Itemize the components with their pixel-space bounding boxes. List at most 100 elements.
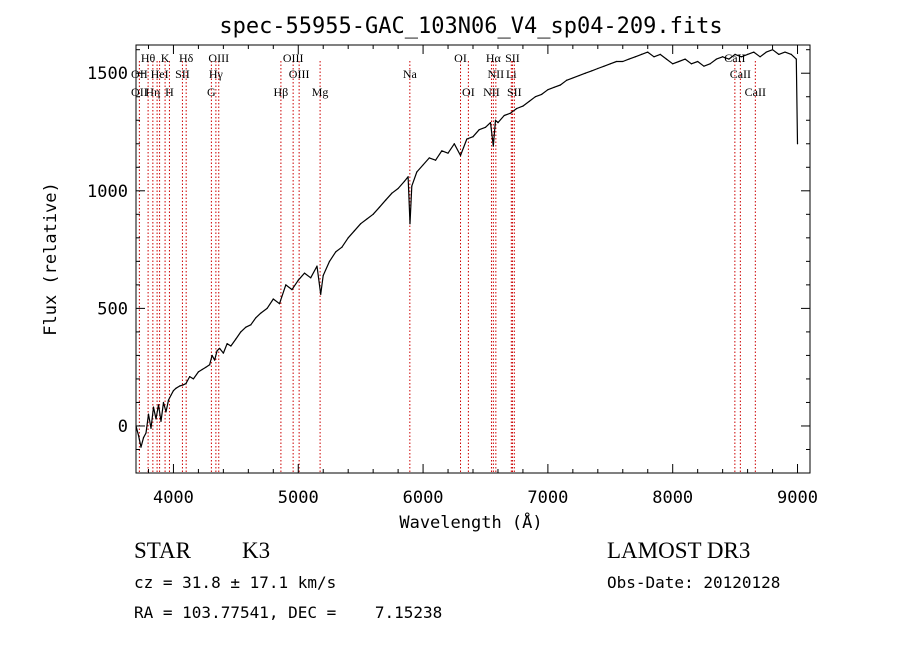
data-point bbox=[597, 67, 599, 70]
data-point bbox=[684, 58, 686, 60]
data-point bbox=[441, 150, 443, 152]
data-point bbox=[201, 368, 203, 371]
data-point bbox=[672, 63, 674, 65]
data-point bbox=[272, 298, 274, 300]
object-class: STAR bbox=[134, 538, 191, 563]
data-point bbox=[211, 354, 213, 357]
data-point bbox=[240, 331, 242, 333]
data-point bbox=[503, 114, 505, 117]
x-tick-label: 7000 bbox=[527, 488, 568, 508]
data-point bbox=[145, 432, 147, 434]
data-point bbox=[278, 303, 281, 305]
line-label-1: K bbox=[161, 51, 170, 65]
data-point bbox=[250, 324, 252, 326]
data-point bbox=[360, 223, 362, 225]
data-point bbox=[142, 437, 145, 439]
data-point bbox=[678, 60, 680, 63]
data-point bbox=[790, 53, 792, 56]
data-point bbox=[428, 157, 430, 159]
data-point bbox=[690, 63, 693, 65]
data-point bbox=[534, 96, 537, 98]
line-label-24: OI bbox=[462, 85, 475, 99]
data-point bbox=[559, 84, 561, 86]
data-point bbox=[453, 143, 455, 145]
data-point bbox=[497, 122, 499, 124]
data-point bbox=[489, 122, 492, 124]
data-point bbox=[403, 180, 405, 182]
redshift-velocity: cz = 31.8 ± 17.1 km/s bbox=[134, 573, 337, 592]
data-point bbox=[162, 401, 165, 404]
data-point bbox=[547, 89, 549, 91]
data-point bbox=[328, 260, 331, 262]
data-point bbox=[167, 399, 170, 401]
y-axis-label: Flux (relative) bbox=[41, 182, 61, 336]
data-point bbox=[494, 119, 497, 121]
data-point bbox=[230, 345, 232, 347]
data-point bbox=[659, 53, 661, 56]
data-point bbox=[516, 107, 518, 110]
y-axis-ticks: 0 500 1000 1500 bbox=[87, 49, 810, 450]
data-point bbox=[152, 406, 155, 408]
data-point bbox=[391, 192, 393, 194]
data-point bbox=[709, 63, 711, 65]
data-point bbox=[316, 265, 318, 267]
data-point bbox=[322, 274, 324, 277]
spectrum-series bbox=[135, 49, 799, 448]
data-point bbox=[157, 404, 160, 406]
data-point bbox=[397, 187, 399, 190]
data-point bbox=[291, 288, 293, 291]
data-point bbox=[615, 60, 618, 63]
data-point bbox=[566, 79, 568, 81]
line-label-5: OI bbox=[454, 51, 467, 65]
line-label-26: SII bbox=[507, 85, 522, 99]
line-label-15: Li bbox=[506, 67, 517, 81]
y-tick-label: 1000 bbox=[87, 182, 128, 202]
line-label-27: CaII bbox=[745, 85, 766, 99]
data-point bbox=[192, 378, 195, 380]
data-point bbox=[553, 86, 555, 88]
data-point bbox=[260, 312, 262, 314]
data-point bbox=[447, 152, 449, 154]
data-point bbox=[285, 284, 287, 286]
line-label-9: OII bbox=[131, 67, 148, 81]
line-label-16: CaII bbox=[730, 67, 751, 81]
data-point bbox=[353, 230, 356, 232]
data-point bbox=[411, 185, 413, 187]
data-point bbox=[216, 350, 218, 352]
data-point bbox=[347, 237, 349, 239]
data-point bbox=[522, 105, 524, 107]
data-point bbox=[528, 100, 530, 103]
data-point bbox=[170, 394, 172, 396]
object-subclass: K3 bbox=[242, 538, 271, 563]
data-point bbox=[407, 176, 409, 178]
line-label-4: OIII bbox=[283, 51, 304, 65]
data-point bbox=[578, 74, 580, 77]
line-label-7: SII bbox=[505, 51, 520, 65]
line-label-25: NII bbox=[483, 85, 500, 99]
data-point bbox=[219, 347, 221, 349]
data-point bbox=[647, 51, 649, 53]
y-tick-label: 1500 bbox=[87, 64, 128, 84]
data-point bbox=[472, 136, 474, 138]
data-point bbox=[185, 383, 187, 385]
data-point bbox=[266, 307, 268, 309]
line-label-11: SII bbox=[175, 67, 190, 81]
observation-date: Obs-Date: 20120128 bbox=[607, 573, 781, 592]
data-point bbox=[466, 138, 468, 140]
data-point bbox=[422, 164, 424, 166]
plot-frame bbox=[135, 44, 811, 474]
line-label-17: OII bbox=[131, 85, 148, 99]
data-point bbox=[703, 65, 705, 67]
data-point bbox=[434, 159, 437, 161]
data-point bbox=[640, 53, 643, 56]
data-point bbox=[795, 58, 797, 60]
series-line-spectrum bbox=[135, 49, 799, 448]
data-point bbox=[245, 326, 247, 328]
line-label-19: H bbox=[165, 85, 174, 99]
data-point bbox=[634, 56, 636, 58]
data-point bbox=[796, 143, 799, 145]
data-point bbox=[416, 171, 418, 173]
data-point bbox=[746, 53, 749, 56]
data-point bbox=[722, 56, 724, 58]
data-point bbox=[728, 58, 730, 60]
